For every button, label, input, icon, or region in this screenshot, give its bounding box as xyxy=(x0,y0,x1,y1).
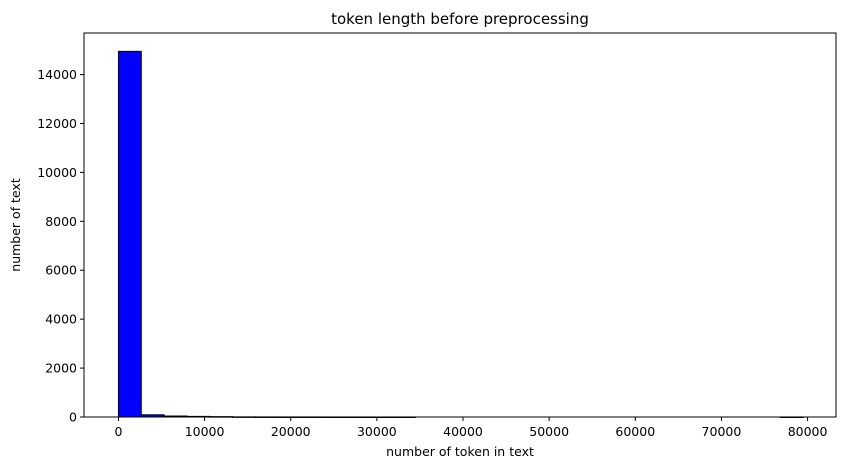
y-tick-label: 14000 xyxy=(37,67,77,82)
x-tick-label: 60000 xyxy=(615,424,655,439)
chart-title: token length before preprocessing xyxy=(331,10,589,28)
y-tick-label: 0 xyxy=(69,410,77,425)
x-tick-label: 40000 xyxy=(443,424,483,439)
y-tick-label: 6000 xyxy=(45,263,77,278)
x-tick-label: 70000 xyxy=(702,424,742,439)
histogram-bar xyxy=(117,50,142,418)
bars-group xyxy=(117,50,804,418)
x-axis-ticks: 0 10000 20000 30000 40000 50000 60000 70000 8000… xyxy=(114,417,828,439)
y-tick-label: 8000 xyxy=(45,214,77,229)
x-tick-label: 0 xyxy=(114,424,122,439)
y-tick-label: 10000 xyxy=(37,165,77,180)
x-tick-label: 20000 xyxy=(271,424,311,439)
x-tick-label: 30000 xyxy=(357,424,397,439)
y-axis-ticks: 0 2000 4000 6000 8000 10000 12000 14000 xyxy=(37,67,84,425)
plot-frame xyxy=(83,32,837,418)
y-tick-label: 12000 xyxy=(37,116,77,131)
x-tick-label: 10000 xyxy=(185,424,225,439)
x-axis-label: number of token in text xyxy=(386,444,534,459)
y-axis-label: number of text xyxy=(8,178,23,272)
y-tick-label: 2000 xyxy=(45,361,77,376)
x-tick-label: 50000 xyxy=(529,424,569,439)
x-tick-label: 80000 xyxy=(788,424,828,439)
y-tick-label: 4000 xyxy=(45,312,77,327)
